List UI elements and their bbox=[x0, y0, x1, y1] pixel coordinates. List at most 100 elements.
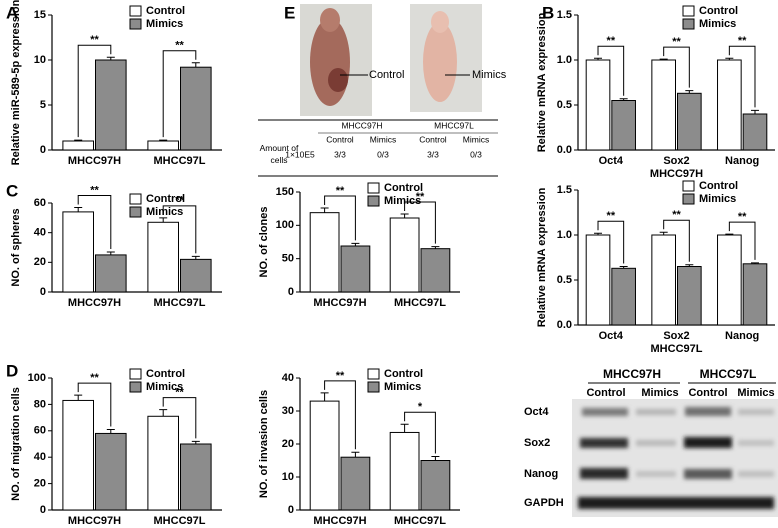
significance-bracket bbox=[404, 411, 436, 454]
legend-swatch bbox=[367, 182, 380, 194]
y-tick-label: 0.0 bbox=[557, 144, 572, 156]
legend-swatch bbox=[682, 5, 695, 17]
legend-swatch bbox=[682, 193, 695, 205]
table-cell: 3/3 bbox=[427, 149, 439, 159]
bar bbox=[611, 267, 636, 326]
blot-group: MHCC97L bbox=[700, 367, 757, 381]
table-cell: 1×10E5 bbox=[285, 149, 315, 159]
y-tick-label: 1.0 bbox=[557, 229, 572, 241]
bar bbox=[717, 59, 742, 151]
y-tick-label: 1.5 bbox=[557, 9, 572, 21]
panel-letter: A bbox=[6, 3, 18, 22]
x-tick-label: MHCC97L bbox=[394, 297, 446, 309]
y-tick-label: 20 bbox=[282, 438, 294, 450]
legend-swatch bbox=[129, 368, 142, 380]
y-tick-label: 0.0 bbox=[557, 319, 572, 331]
bar bbox=[717, 234, 742, 326]
legend-label: Mimics bbox=[384, 195, 421, 207]
error-bar bbox=[594, 232, 603, 235]
legend-label: Control bbox=[146, 368, 185, 380]
error-bar bbox=[74, 139, 83, 141]
error-bar bbox=[159, 409, 168, 417]
y-tick-label: 40 bbox=[34, 227, 46, 239]
legend-swatch bbox=[129, 206, 142, 218]
legend-label: Mimics bbox=[699, 18, 736, 30]
y-axis-label: Relative mRNA expression bbox=[536, 12, 548, 152]
bar bbox=[95, 432, 127, 511]
bar bbox=[309, 212, 340, 293]
x-axis-label: MHCC97H bbox=[650, 168, 703, 180]
legend-swatch bbox=[129, 193, 142, 205]
legend-label: Control bbox=[384, 182, 423, 194]
table-row-label: Amount of cells bbox=[259, 143, 299, 165]
error-bar bbox=[191, 62, 200, 68]
significance-label: ** bbox=[90, 34, 99, 46]
table-row-label-box: Amount of cells bbox=[259, 143, 299, 165]
legend-swatch bbox=[367, 381, 380, 393]
error-bar bbox=[400, 423, 409, 433]
blot-lane: Control bbox=[688, 387, 727, 399]
y-tick-label: 10 bbox=[282, 471, 294, 483]
bar bbox=[677, 266, 702, 326]
legend-swatch bbox=[367, 195, 380, 207]
bar bbox=[62, 211, 95, 293]
error-bar bbox=[351, 242, 360, 246]
bar bbox=[651, 59, 676, 151]
error-bar bbox=[750, 262, 759, 264]
significance-label: ** bbox=[672, 209, 681, 221]
y-tick-label: 0 bbox=[288, 286, 294, 298]
mouse-mimics bbox=[423, 22, 457, 102]
y-tick-label: 0 bbox=[40, 144, 46, 156]
y-tick-label: 60 bbox=[34, 197, 46, 209]
error-bar bbox=[659, 58, 668, 60]
x-tick-label: Nanog bbox=[725, 155, 759, 167]
legend-swatch bbox=[367, 368, 380, 380]
significance-bracket bbox=[728, 221, 756, 260]
tumor bbox=[328, 68, 348, 92]
significance-bracket bbox=[597, 220, 625, 264]
significance-label: ** bbox=[738, 211, 747, 223]
blot-lane: Mimics bbox=[641, 387, 678, 399]
blot-row: Nanog bbox=[524, 468, 558, 480]
error-bar bbox=[619, 98, 628, 101]
y-tick-label: 0 bbox=[40, 504, 46, 516]
legend-swatch bbox=[129, 5, 142, 17]
x-tick-label: Sox2 bbox=[663, 155, 689, 167]
legend-label: Mimics bbox=[699, 193, 736, 205]
error-bar bbox=[159, 139, 168, 141]
error-bar bbox=[619, 266, 628, 269]
y-tick-label: 1.0 bbox=[557, 54, 572, 66]
bar bbox=[309, 400, 340, 511]
significance-bracket bbox=[728, 45, 756, 108]
significance-label: ** bbox=[416, 191, 425, 203]
x-tick-label: MHCC97L bbox=[394, 515, 446, 527]
table-cell: 0/3 bbox=[377, 149, 389, 159]
y-tick-label: 15 bbox=[34, 9, 46, 21]
significance-label: ** bbox=[175, 195, 184, 207]
significance-label: ** bbox=[607, 210, 616, 222]
blot-row: GAPDH bbox=[524, 497, 564, 509]
bar bbox=[147, 415, 179, 511]
error-bar bbox=[106, 428, 115, 434]
bar bbox=[389, 217, 420, 293]
table-cell: 3/3 bbox=[334, 149, 346, 159]
y-tick-label: 0 bbox=[288, 504, 294, 516]
error-bar bbox=[725, 57, 734, 60]
bar bbox=[420, 460, 451, 511]
significance-bracket bbox=[77, 382, 112, 427]
x-tick-label: MHCC97L bbox=[154, 155, 206, 167]
significance-label: ** bbox=[175, 387, 184, 399]
blot-lane: Control bbox=[586, 387, 625, 399]
significance-bracket bbox=[162, 205, 197, 254]
error-bar bbox=[400, 213, 409, 218]
error-bar bbox=[351, 451, 360, 458]
blot-group: MHCC97H bbox=[603, 367, 661, 381]
bar bbox=[742, 263, 768, 326]
x-tick-label: Sox2 bbox=[663, 330, 689, 342]
panel-letter: B bbox=[542, 3, 554, 22]
bar bbox=[420, 248, 451, 293]
panel-letter: C bbox=[6, 181, 18, 200]
error-bar bbox=[320, 207, 329, 213]
